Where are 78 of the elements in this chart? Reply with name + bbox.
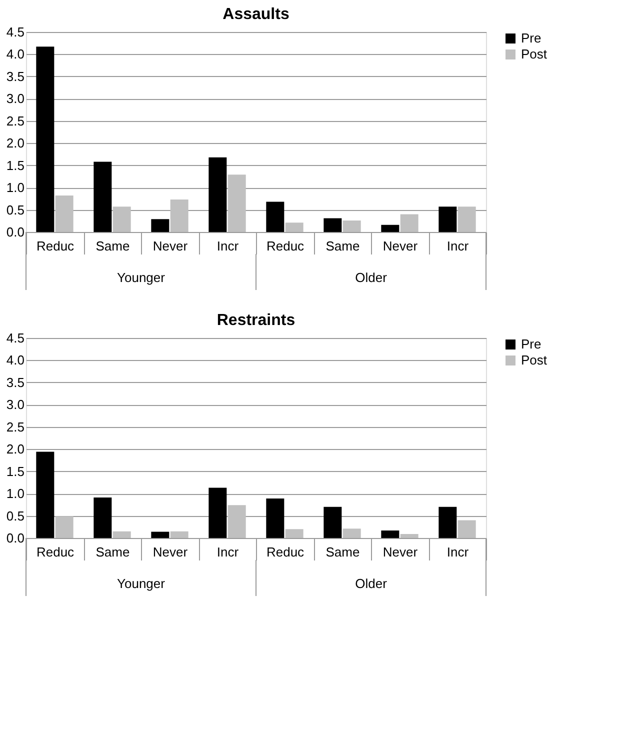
bar	[381, 530, 400, 538]
legend-label: Pre	[521, 336, 542, 352]
chart-title: Restraints	[216, 312, 296, 329]
bar	[208, 157, 227, 232]
y-tick-label: 0.0	[6, 224, 24, 240]
y-tick-label: 0.5	[6, 508, 24, 524]
bar	[228, 174, 246, 232]
bar	[36, 452, 54, 538]
x-tick-label: Reduc	[266, 544, 305, 560]
bar	[438, 506, 457, 538]
y-tick-label: 2.0	[6, 442, 24, 457]
y-tick-label: 2.0	[6, 136, 24, 151]
bar	[266, 498, 284, 538]
bar	[36, 46, 54, 232]
y-tick-label: 4.0	[6, 352, 24, 368]
x-tick-label: Never	[382, 238, 418, 254]
bar	[342, 220, 361, 232]
y-tick-label: 0.0	[6, 530, 24, 546]
bar	[458, 520, 476, 538]
legend-label: Post	[521, 46, 548, 62]
y-tick-label: 2.5	[6, 113, 24, 128]
y-tick-label: 3.0	[6, 397, 24, 412]
bar	[381, 224, 400, 232]
x-tick-label: Same	[326, 238, 360, 254]
x-tick-label: Reduc	[36, 238, 75, 254]
y-tick-label: 3.5	[6, 68, 24, 84]
bar	[112, 531, 131, 538]
x-tick-label: Never	[382, 544, 418, 560]
bar	[400, 214, 418, 232]
bar	[400, 534, 418, 538]
bar	[458, 206, 476, 232]
bar	[151, 219, 170, 232]
y-tick-label: 1.5	[6, 464, 24, 479]
y-tick-label: 0.5	[6, 202, 24, 218]
bar	[55, 196, 74, 232]
legend-label: Post	[521, 352, 548, 368]
x-tick-label: Reduc	[36, 544, 75, 560]
bar	[228, 505, 246, 538]
x-tick-label: Same	[96, 238, 130, 254]
bar	[285, 529, 304, 538]
bar	[324, 506, 342, 538]
bar	[208, 488, 227, 538]
x-tick-label: Never	[152, 238, 188, 254]
y-tick-label: 1.0	[6, 486, 24, 502]
y-tick-label: 1.0	[6, 180, 24, 196]
chart-title: Assaults	[222, 6, 290, 23]
bar	[285, 222, 304, 232]
x-tick-label: Same	[96, 544, 130, 560]
y-tick-label: 3.5	[6, 374, 24, 390]
text: Younger	[117, 576, 166, 591]
bar	[151, 532, 170, 538]
y-tick-label: 3.0	[6, 91, 24, 106]
legend-label: Pre	[521, 30, 542, 46]
bar	[94, 162, 112, 232]
x-tick-label: Incr	[446, 238, 470, 254]
x-tick-label: Same	[326, 544, 360, 560]
text: Older	[355, 270, 388, 285]
y-tick-label: 4.5	[6, 24, 24, 40]
bar	[324, 218, 342, 232]
text: Older	[355, 576, 388, 591]
y-tick-label: 4.0	[6, 46, 24, 62]
bar	[112, 206, 131, 232]
bar	[170, 200, 188, 232]
bar	[266, 202, 284, 232]
x-tick-label: Reduc	[266, 238, 305, 254]
y-tick-label: 1.5	[6, 158, 24, 173]
x-tick-label: Incr	[216, 544, 240, 560]
bar	[55, 516, 74, 538]
bar	[94, 498, 112, 538]
y-tick-label: 4.5	[6, 330, 24, 346]
x-tick-label: Incr	[446, 544, 470, 560]
y-tick-label: 2.5	[6, 419, 24, 434]
bar	[342, 528, 361, 538]
x-tick-label: Incr	[216, 238, 240, 254]
text: Younger	[117, 270, 166, 285]
x-tick-label: Never	[152, 544, 188, 560]
bar	[438, 206, 457, 232]
bar	[170, 531, 188, 538]
